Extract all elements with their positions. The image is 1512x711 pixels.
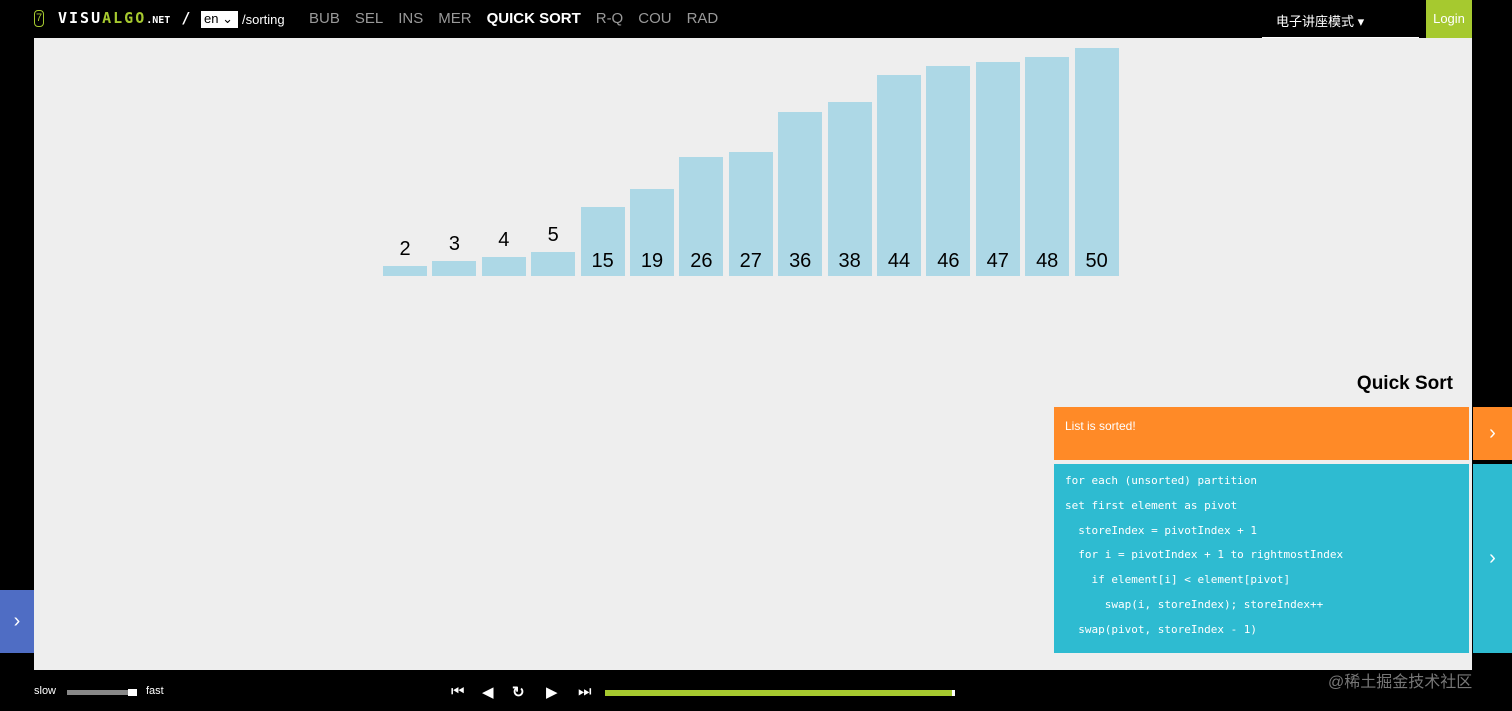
bar-label: 4 [498,228,510,251]
algo-nav: BUB SEL INS MER QUICK SORT R-Q COU RAD [309,10,718,27]
bar [1025,57,1070,276]
sep: / [181,9,193,27]
code-line: swap(i, storeIndex); storeIndex++ [1065,597,1324,611]
speed-handle[interactable] [128,689,137,696]
chevron-right-icon: › [1489,422,1496,444]
bar [877,75,921,276]
bar [728,152,773,276]
status-toggle[interactable]: › [1473,407,1512,460]
bar [481,256,526,276]
bar-label: 2 [399,237,411,260]
slow-label: slow [34,685,57,697]
fast-label: fast [146,685,164,697]
bar-label: 47 [986,250,1009,272]
watermark: @稀土掘金技术社区 [1328,674,1473,691]
bar-label: 44 [887,250,911,272]
lang-value: en [204,11,219,26]
go-to-end-icon[interactable]: ⏭ [578,683,592,700]
login-button[interactable]: Login [1426,0,1472,38]
chevron-right-icon: › [1489,547,1496,569]
step-back-icon[interactable]: ◀ [482,684,494,701]
bar [975,61,1020,276]
bar-label: 5 [547,224,559,247]
nav-quick-sort[interactable]: QUICK SORT [486,10,581,27]
code-line: for i = pivotIndex + 1 to rightmostIndex [1065,548,1344,562]
seven-badge[interactable]: 7 [34,10,44,27]
code-toggle[interactable]: › [1473,464,1512,653]
speed-slider[interactable] [67,689,137,696]
code-line: swap(pivot, storeIndex - 1) [1065,622,1258,636]
logo-b: ALGO [102,9,147,27]
go-to-start-icon[interactable]: ⏮ [451,683,465,700]
bar [679,156,724,276]
actions-toggle[interactable]: › [0,590,34,653]
logo[interactable]: VISUALGO.NET / [58,9,192,27]
bar-label: 36 [789,250,812,272]
chevron-right-icon: › [13,610,21,632]
status-panel: List is sorted! [1054,407,1469,460]
nav-r-q[interactable]: R-Q [595,10,624,27]
nav-ins[interactable]: INS [398,10,424,27]
nav-rad[interactable]: RAD [686,10,719,27]
progress-handle[interactable] [952,690,955,696]
code-line: storeIndex = pivotIndex + 1 [1065,523,1258,537]
bar [432,261,477,276]
bar-label: 3 [448,233,460,256]
chevron-down-icon: ⌄ [222,11,233,26]
progress-bar[interactable] [605,690,955,696]
language-select[interactable]: en ⌄ [201,11,238,28]
bar [926,66,971,276]
lecture-mode-dropdown[interactable]: 电子讲座模式 ▾ [1262,0,1419,39]
bar [827,102,872,276]
bar [531,252,576,276]
path[interactable]: /sorting [242,12,285,27]
code-line: if element[i] < element[pivot] [1065,573,1291,587]
bar-label: 26 [690,250,713,272]
bar-label: 15 [591,250,614,272]
bar [383,265,427,276]
code-line: for each (unsorted) partition [1065,474,1258,487]
step-forward-icon[interactable]: ▶ [546,684,558,701]
nav-cou[interactable]: COU [638,10,672,27]
bar [580,206,625,276]
bar [630,188,674,276]
visualization-canvas: Quick Sort List is sorted! for each (uns… [34,38,1472,670]
top-nav: 7 VISUALGO.NET / en ⌄ /sorting BUB SEL INS… [0,0,1512,39]
logo-a: VISU [58,9,103,27]
bar [1074,48,1119,276]
code-line: set first element as pivot [1065,498,1238,512]
bar-label: 19 [640,250,664,272]
nav-bub[interactable]: BUB [309,10,340,27]
replay-icon[interactable]: ↻ [512,684,525,701]
logo-c: .NET [146,15,171,26]
pseudocode-panel: for each (unsorted) partition set first e… [1054,464,1469,653]
nav-sel[interactable]: SEL [354,10,384,27]
bar-label: 27 [739,250,762,272]
bar-label: 38 [838,250,861,272]
nav-mer[interactable]: MER [438,10,472,27]
algo-title: Quick Sort [1356,373,1453,394]
bar-label: 48 [1036,250,1059,272]
bar-label: 50 [1085,250,1108,272]
bar-label: 46 [937,250,960,272]
bar [778,111,823,276]
